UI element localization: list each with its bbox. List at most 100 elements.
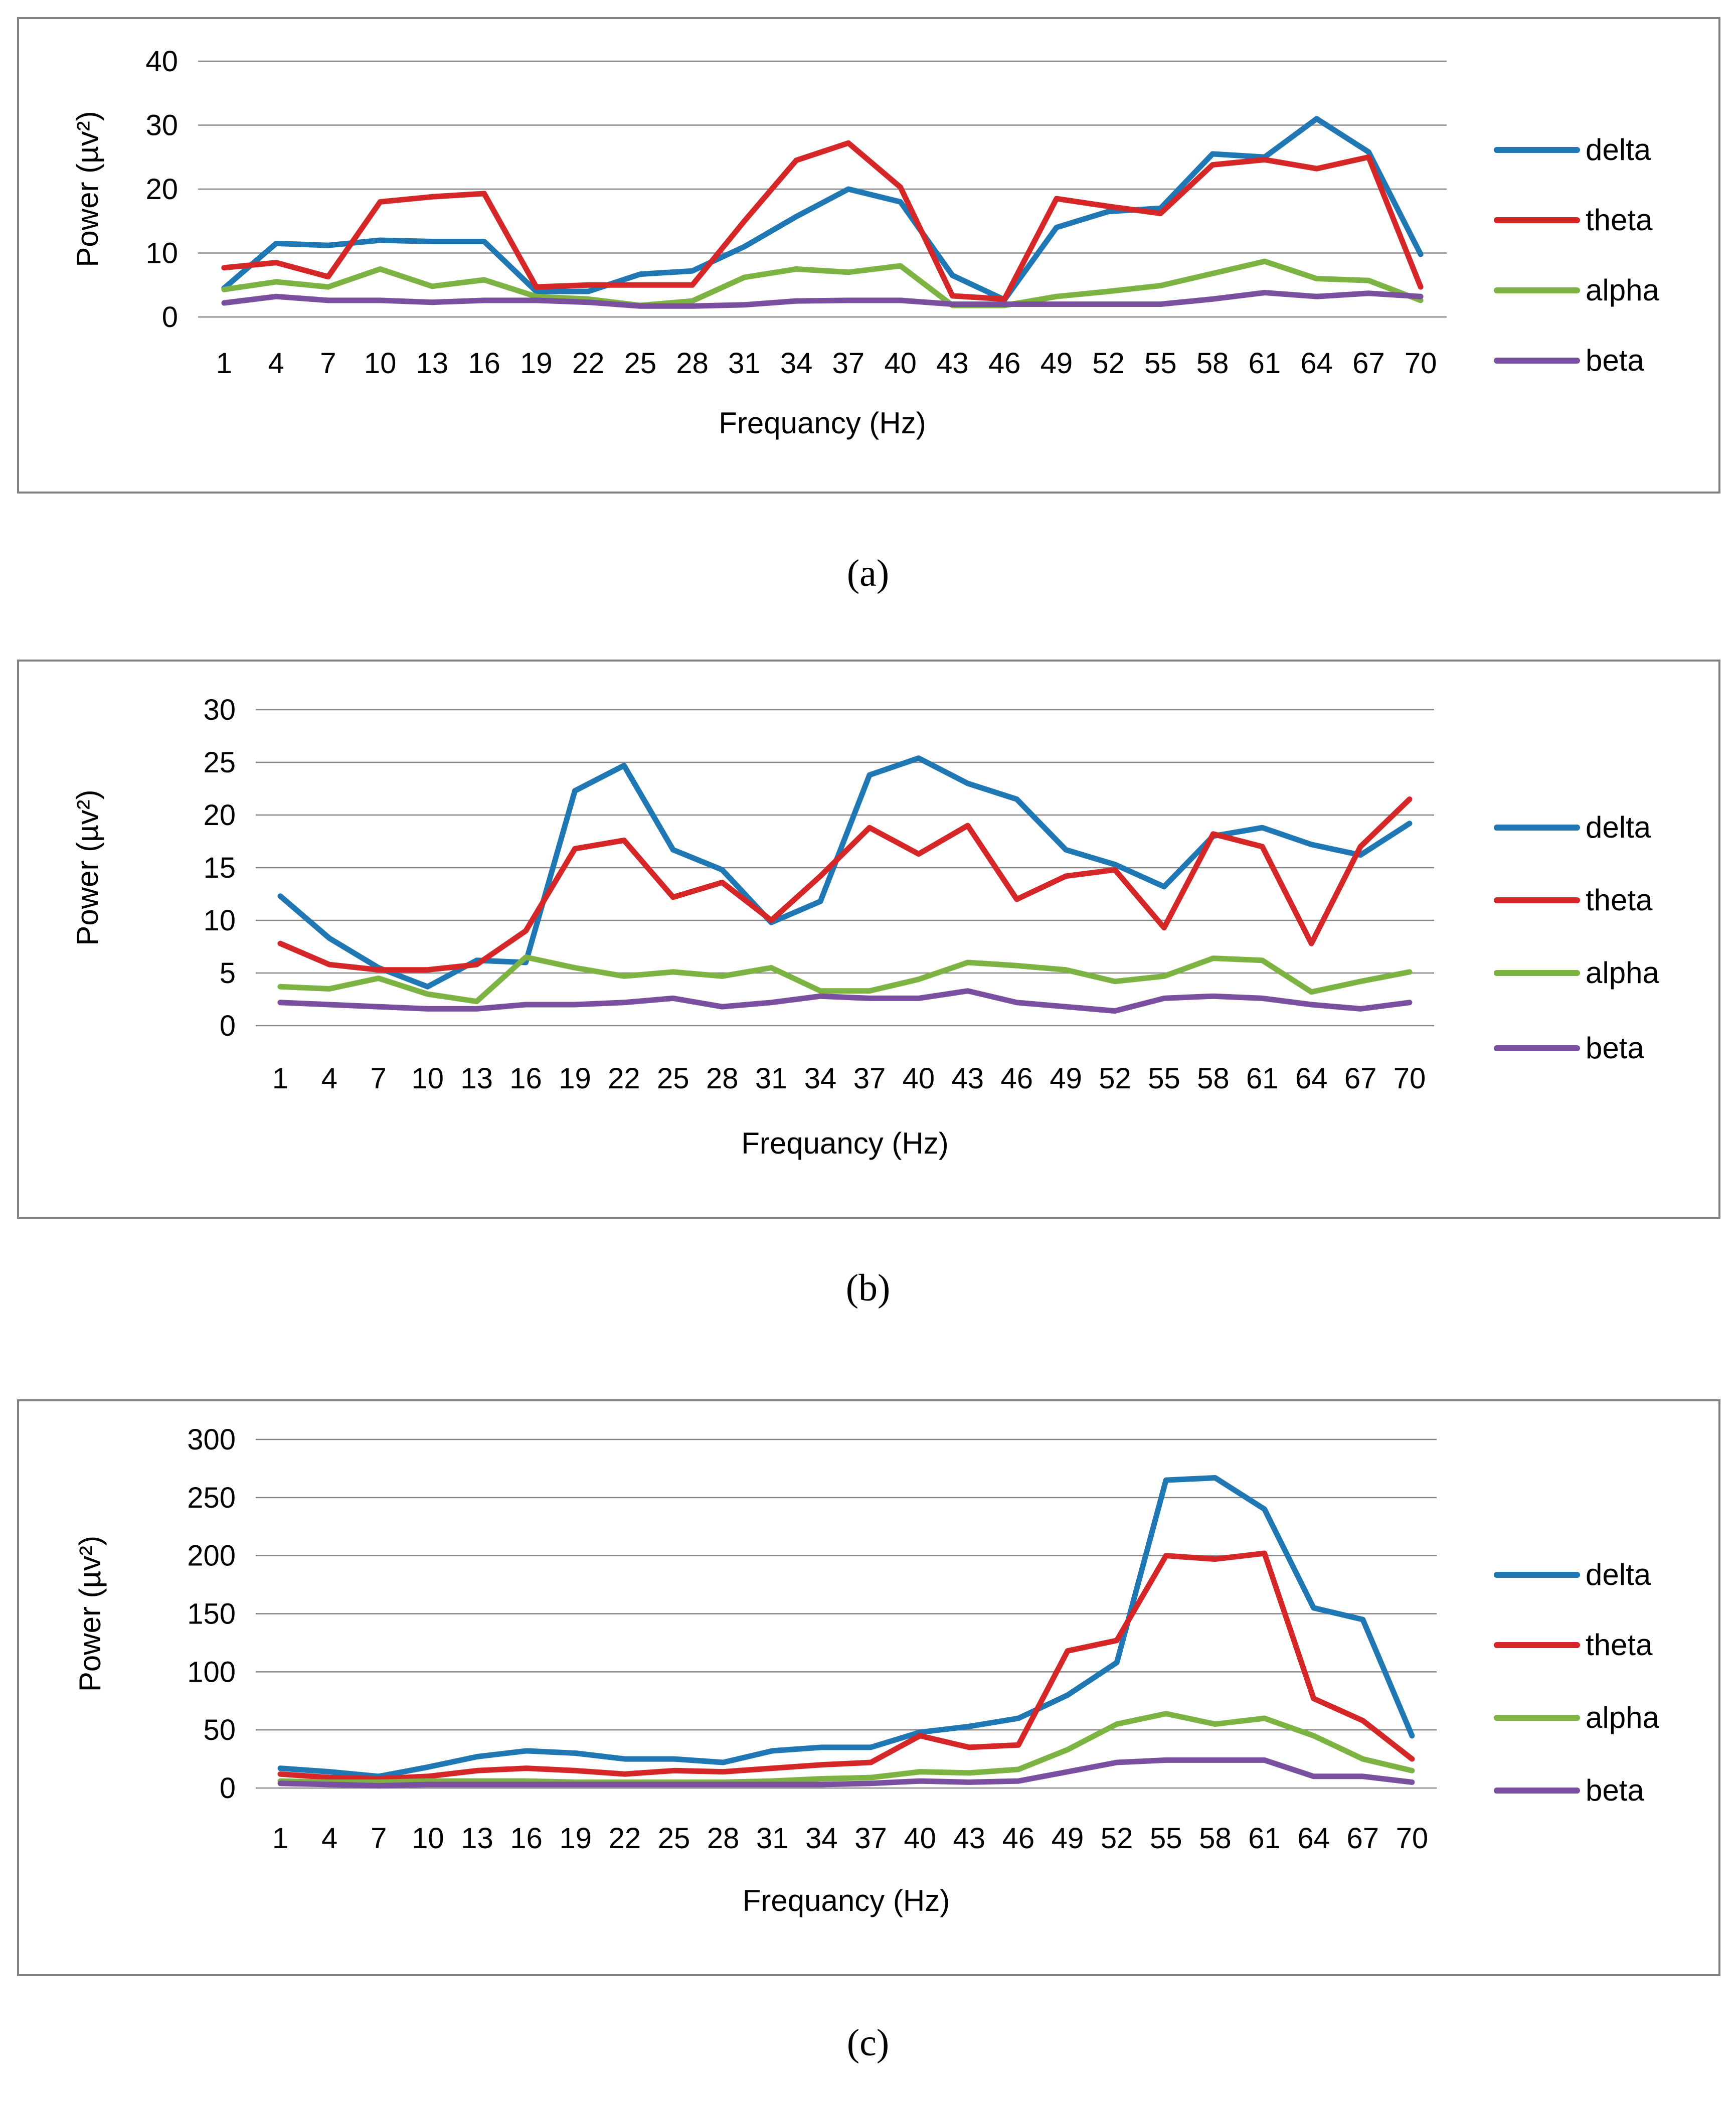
series-line-alpha	[221, 258, 1424, 308]
x-tick-label: 1	[272, 1062, 288, 1095]
x-tick-label: 10	[364, 347, 397, 380]
x-axis-title: Frequancy (Hz)	[743, 1884, 950, 1917]
x-tick-label: 13	[416, 347, 449, 380]
series-line-theta	[221, 140, 1424, 302]
series-line-beta	[277, 988, 1413, 1014]
x-tick-label: 58	[1196, 347, 1229, 380]
x-tick-label: 16	[468, 347, 500, 380]
x-tick-label: 52	[1099, 1062, 1131, 1095]
x-tick-label: 34	[804, 1062, 837, 1095]
x-tick-label: 64	[1295, 1062, 1328, 1095]
x-tick-label: 19	[559, 1062, 591, 1095]
legend-label-alpha: alpha	[1586, 273, 1659, 307]
x-tick-label: 55	[1150, 1822, 1182, 1855]
x-tick-label: 7	[371, 1062, 387, 1095]
x-tick-label: 55	[1148, 1062, 1180, 1095]
x-tick-label: 19	[520, 347, 553, 380]
legend-label-theta: theta	[1586, 1628, 1653, 1662]
x-tick-label: 46	[988, 347, 1021, 380]
x-tick-label: 1	[272, 1822, 288, 1855]
legend-label-alpha: alpha	[1586, 956, 1659, 990]
x-tick-label: 61	[1248, 1822, 1281, 1855]
x-tick-label: 7	[371, 1822, 387, 1855]
series-line-delta	[277, 1475, 1415, 1779]
y-tick-label: 30	[145, 109, 178, 142]
legend-label-delta: delta	[1586, 133, 1651, 167]
series-line-beta	[277, 1757, 1415, 1789]
x-tick-label: 70	[1405, 347, 1437, 380]
x-tick-label: 28	[706, 1062, 739, 1095]
x-tick-label: 70	[1396, 1822, 1429, 1855]
x-tick-label: 34	[805, 1822, 838, 1855]
caption-b: (b)	[845, 1267, 891, 1309]
x-tick-label: 31	[756, 1822, 789, 1855]
x-tick-label: 16	[509, 1062, 542, 1095]
x-tick-label: 4	[321, 1822, 337, 1855]
x-tick-label: 4	[268, 347, 284, 380]
legend-label-beta: beta	[1586, 1773, 1644, 1807]
x-tick-label: 49	[1040, 347, 1073, 380]
caption-a: (a)	[846, 552, 890, 594]
caption-c: (c)	[846, 2022, 890, 2064]
x-tick-label: 31	[728, 347, 761, 380]
x-tick-label: 25	[624, 347, 657, 380]
y-tick-label: 50	[203, 1714, 236, 1746]
x-axis-title: Frequancy (Hz)	[719, 406, 926, 440]
y-tick-label: 25	[203, 746, 236, 779]
chart-c: 0 50 100 150 200 250 300 1 4 7 10 13 16 19 22 25 28 31 34 3…	[17, 1399, 1720, 1976]
x-tick-label: 37	[832, 347, 865, 380]
chart-a: 0 10 20 30 40 1 4 7 10 13 16 19 22 25 28 31 34 37 40 43 46 49…	[17, 17, 1720, 494]
y-tick-label: 200	[187, 1540, 236, 1572]
x-tick-label: 40	[904, 1822, 936, 1855]
y-tick-label: 300	[187, 1423, 236, 1456]
x-tick-label: 67	[1344, 1062, 1377, 1095]
legend-label-delta: delta	[1586, 1558, 1651, 1591]
legend-label-theta: theta	[1586, 883, 1653, 917]
x-tick-label: 58	[1199, 1822, 1232, 1855]
x-tick-label: 13	[461, 1822, 493, 1855]
x-tick-label: 55	[1144, 347, 1177, 380]
x-axis-title: Frequancy (Hz)	[741, 1126, 948, 1160]
y-axis-title: Power (µv²)	[71, 111, 104, 267]
y-tick-label: 150	[187, 1598, 236, 1631]
series-line-beta	[221, 290, 1424, 309]
x-tick-label: 61	[1246, 1062, 1279, 1095]
y-axis-title: Power (µv²)	[73, 1536, 107, 1692]
x-tick-label: 67	[1352, 347, 1385, 380]
series-line-theta	[277, 1550, 1415, 1781]
x-tick-label: 22	[609, 1822, 641, 1855]
x-tick-label: 67	[1347, 1822, 1379, 1855]
y-tick-label: 0	[220, 1010, 236, 1042]
x-tick-label: 13	[460, 1062, 493, 1095]
x-tick-label: 52	[1092, 347, 1125, 380]
legend-label-delta: delta	[1586, 811, 1651, 844]
y-tick-label: 0	[162, 301, 178, 334]
x-tick-label: 58	[1197, 1062, 1230, 1095]
y-tick-label: 40	[145, 45, 178, 78]
x-tick-label: 10	[411, 1062, 444, 1095]
x-tick-label: 49	[1050, 1062, 1082, 1095]
x-tick-label: 46	[1000, 1062, 1033, 1095]
legend-label-beta: beta	[1586, 344, 1644, 377]
x-tick-label: 43	[952, 1062, 984, 1095]
x-tick-label: 1	[216, 347, 232, 380]
y-tick-label: 20	[203, 799, 236, 832]
x-tick-label: 52	[1101, 1822, 1133, 1855]
x-tick-label: 19	[560, 1822, 592, 1855]
x-tick-label: 22	[608, 1062, 640, 1095]
y-tick-label: 30	[203, 694, 236, 726]
chart-b: 0 5 10 15 20 25 30 1 4 7 10 13 16 19 22 25 28 31 34 37 40 43 4…	[17, 660, 1720, 1219]
x-tick-label: 70	[1394, 1062, 1426, 1095]
x-tick-label: 46	[1002, 1822, 1035, 1855]
y-tick-label: 10	[145, 237, 178, 270]
y-axis-title: Power (µv²)	[71, 789, 104, 945]
chart-frame	[17, 17, 1720, 494]
y-tick-label: 15	[203, 852, 236, 884]
x-tick-label: 28	[707, 1822, 740, 1855]
x-tick-label: 16	[510, 1822, 543, 1855]
y-tick-label: 100	[187, 1656, 236, 1688]
series-line-alpha	[277, 1711, 1415, 1785]
y-tick-label: 10	[203, 904, 236, 937]
legend-label-alpha: alpha	[1586, 1701, 1659, 1734]
x-tick-label: 37	[853, 1062, 886, 1095]
